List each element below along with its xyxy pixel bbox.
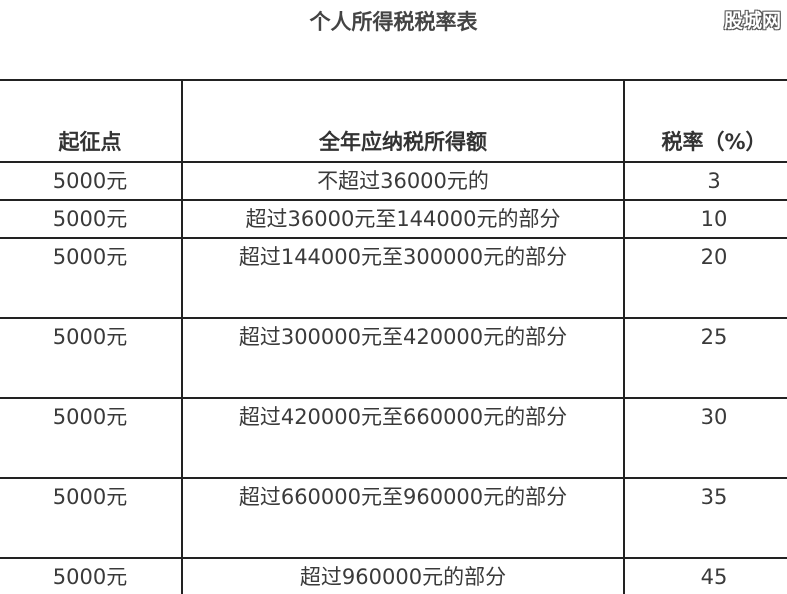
cell-income: 不超过36000元的 bbox=[181, 161, 625, 201]
header-rate: 税率（%） bbox=[623, 79, 787, 163]
cell-threshold: 5000元 bbox=[0, 317, 183, 399]
header-income: 全年应纳税所得额 bbox=[181, 79, 625, 163]
cell-rate: 25 bbox=[623, 317, 787, 399]
page-title: 个人所得税税率表 bbox=[309, 10, 478, 34]
table-header-row: 起征点 全年应纳税所得额 税率（%） bbox=[0, 79, 787, 163]
table-row: 5000元 超过36000元至144000元的部分 10 bbox=[0, 199, 787, 239]
table-row: 5000元 超过144000元至300000元的部分 20 bbox=[0, 237, 787, 319]
cell-income: 超过420000元至660000元的部分 bbox=[181, 397, 625, 479]
cell-threshold: 5000元 bbox=[0, 199, 183, 239]
watermark-logo: 股城网 bbox=[723, 10, 781, 32]
tax-rate-table: 起征点 全年应纳税所得额 税率（%） 5000元 不超过36000元的 3 5000元… bbox=[0, 79, 787, 594]
header-threshold: 起征点 bbox=[0, 79, 183, 163]
cell-rate: 35 bbox=[623, 477, 787, 559]
cell-threshold: 5000元 bbox=[0, 477, 183, 559]
cell-income: 超过300000元至420000元的部分 bbox=[181, 317, 625, 399]
table-row: 5000元 超过960000元的部分 45 bbox=[0, 557, 787, 594]
cell-threshold: 5000元 bbox=[0, 397, 183, 479]
cell-threshold: 5000元 bbox=[0, 161, 183, 201]
cell-threshold: 5000元 bbox=[0, 557, 183, 594]
cell-rate: 20 bbox=[623, 237, 787, 319]
table-row: 5000元 不超过36000元的 3 bbox=[0, 161, 787, 201]
table-row: 5000元 超过420000元至660000元的部分 30 bbox=[0, 397, 787, 479]
cell-rate: 10 bbox=[623, 199, 787, 239]
table-row: 5000元 超过660000元至960000元的部分 35 bbox=[0, 477, 787, 559]
cell-rate: 45 bbox=[623, 557, 787, 594]
table-row: 5000元 超过300000元至420000元的部分 25 bbox=[0, 317, 787, 399]
cell-income: 超过660000元至960000元的部分 bbox=[181, 477, 625, 559]
cell-threshold: 5000元 bbox=[0, 237, 183, 319]
cell-income: 超过960000元的部分 bbox=[181, 557, 625, 594]
cell-rate: 3 bbox=[623, 161, 787, 201]
cell-income: 超过144000元至300000元的部分 bbox=[181, 237, 625, 319]
cell-income: 超过36000元至144000元的部分 bbox=[181, 199, 625, 239]
cell-rate: 30 bbox=[623, 397, 787, 479]
